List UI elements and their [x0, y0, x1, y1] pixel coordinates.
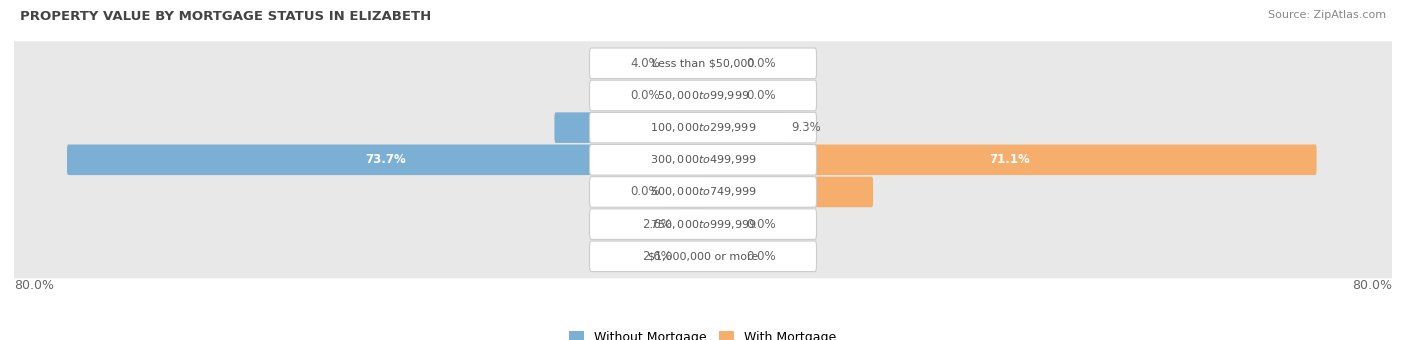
FancyBboxPatch shape: [11, 138, 1395, 182]
Text: $500,000 to $749,999: $500,000 to $749,999: [650, 185, 756, 199]
FancyBboxPatch shape: [11, 106, 1395, 150]
FancyBboxPatch shape: [589, 144, 817, 175]
FancyBboxPatch shape: [702, 144, 1316, 175]
Text: 17.1%: 17.1%: [609, 121, 650, 134]
Text: 80.0%: 80.0%: [1353, 279, 1392, 292]
Text: 0.0%: 0.0%: [630, 89, 659, 102]
FancyBboxPatch shape: [11, 234, 1395, 278]
FancyBboxPatch shape: [589, 209, 817, 239]
Text: 0.0%: 0.0%: [747, 250, 776, 263]
Text: 19.6%: 19.6%: [766, 185, 808, 199]
FancyBboxPatch shape: [702, 112, 785, 143]
Text: 0.0%: 0.0%: [630, 185, 659, 199]
FancyBboxPatch shape: [702, 209, 738, 239]
FancyBboxPatch shape: [668, 80, 704, 111]
Text: 80.0%: 80.0%: [14, 279, 53, 292]
Legend: Without Mortgage, With Mortgage: Without Mortgage, With Mortgage: [564, 326, 842, 340]
Text: 2.6%: 2.6%: [643, 218, 672, 231]
FancyBboxPatch shape: [668, 177, 704, 207]
Text: 73.7%: 73.7%: [366, 153, 406, 166]
FancyBboxPatch shape: [702, 80, 738, 111]
Text: PROPERTY VALUE BY MORTGAGE STATUS IN ELIZABETH: PROPERTY VALUE BY MORTGAGE STATUS IN ELI…: [20, 10, 430, 23]
FancyBboxPatch shape: [11, 73, 1395, 118]
FancyBboxPatch shape: [679, 241, 704, 272]
Text: 0.0%: 0.0%: [747, 57, 776, 70]
FancyBboxPatch shape: [589, 80, 817, 111]
FancyBboxPatch shape: [589, 48, 817, 79]
FancyBboxPatch shape: [668, 48, 704, 79]
Text: $100,000 to $299,999: $100,000 to $299,999: [650, 121, 756, 134]
FancyBboxPatch shape: [702, 241, 738, 272]
Text: 9.3%: 9.3%: [792, 121, 821, 134]
FancyBboxPatch shape: [702, 177, 873, 207]
Text: 4.0%: 4.0%: [630, 57, 659, 70]
FancyBboxPatch shape: [702, 48, 738, 79]
Text: 71.1%: 71.1%: [988, 153, 1029, 166]
Text: $300,000 to $499,999: $300,000 to $499,999: [650, 153, 756, 166]
FancyBboxPatch shape: [589, 112, 817, 143]
Text: Less than $50,000: Less than $50,000: [652, 58, 754, 68]
FancyBboxPatch shape: [679, 209, 704, 239]
FancyBboxPatch shape: [11, 41, 1395, 85]
FancyBboxPatch shape: [589, 241, 817, 272]
FancyBboxPatch shape: [11, 202, 1395, 246]
Text: $750,000 to $999,999: $750,000 to $999,999: [650, 218, 756, 231]
FancyBboxPatch shape: [11, 170, 1395, 214]
Text: $50,000 to $99,999: $50,000 to $99,999: [657, 89, 749, 102]
FancyBboxPatch shape: [589, 177, 817, 207]
Text: Source: ZipAtlas.com: Source: ZipAtlas.com: [1268, 10, 1386, 20]
Text: 2.6%: 2.6%: [643, 250, 672, 263]
Text: $1,000,000 or more: $1,000,000 or more: [648, 251, 758, 261]
FancyBboxPatch shape: [67, 144, 704, 175]
Text: 0.0%: 0.0%: [747, 89, 776, 102]
Text: 0.0%: 0.0%: [747, 218, 776, 231]
FancyBboxPatch shape: [554, 112, 704, 143]
